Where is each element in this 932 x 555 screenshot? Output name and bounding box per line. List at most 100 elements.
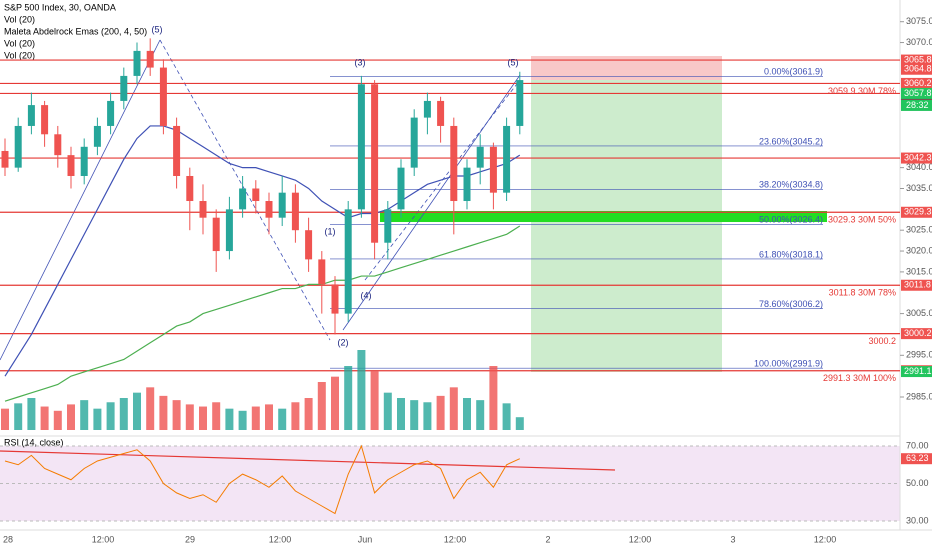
wave-label: (2): [338, 337, 349, 347]
rsi-trendline: [0, 450, 616, 471]
x-tick-label: Jun: [358, 534, 373, 544]
volume-bar: [185, 404, 194, 430]
candle-body: [450, 125, 458, 202]
volume-bar: [370, 371, 379, 430]
candle-body: [265, 201, 273, 218]
price-tag-label: 2991.1: [904, 366, 932, 376]
level-note: 3029.3 30M 50%: [828, 215, 896, 225]
candle-body: [173, 125, 181, 176]
price-tag-label: 3000.2: [904, 328, 932, 338]
price-tag-label: 3042.3: [904, 152, 932, 162]
volume-bar: [80, 400, 89, 430]
volume-bar: [278, 408, 287, 430]
level-note: 2991.3 30M 100%: [823, 373, 896, 383]
y-tick-label: 3035.0: [906, 183, 932, 193]
candle-body: [331, 284, 339, 314]
candle-body: [278, 192, 286, 218]
volume-bar: [27, 398, 36, 430]
fib-label: 100.00%(2991.9): [754, 359, 823, 369]
rsi-tag: [901, 453, 932, 465]
volume-bar: [106, 402, 115, 430]
volume-bar: [357, 350, 366, 430]
y-tick-label: 3040.0: [906, 162, 932, 172]
fib-label: 23.60%(3045.2): [759, 136, 823, 146]
rsi-tick-label: 50.00: [906, 478, 929, 488]
y-tick-label: 3075.0: [906, 16, 932, 26]
rsi-title: RSI (14, close): [4, 437, 64, 447]
price-tag-label: 3060.2: [904, 78, 932, 88]
price-tag: [901, 152, 932, 164]
fib-label: 78.60%(3006.2): [759, 299, 823, 309]
candle-body: [80, 146, 88, 176]
candle-body: [186, 175, 194, 202]
price-tag: [901, 206, 932, 218]
volume-bar: [40, 406, 49, 430]
candle-body: [423, 100, 431, 118]
candle-body: [489, 146, 497, 193]
level-note: 3011.8 30M 78%: [829, 288, 896, 298]
volume-bar: [53, 410, 62, 430]
rsi-tick-label: 30.00: [906, 515, 929, 525]
y-tick-label: 3025.0: [906, 225, 932, 235]
volume-bar: [291, 402, 300, 430]
candle-body: [225, 209, 233, 252]
zone-box: [380, 211, 827, 222]
candle-body: [133, 50, 141, 76]
candle-body: [305, 230, 313, 260]
fib-label: 0.00%(3061.9): [764, 67, 823, 77]
price-tag: [901, 87, 932, 99]
countdown-tag: [901, 99, 932, 111]
volume-bar: [397, 398, 405, 430]
price-tag-label: 3065.8: [904, 54, 932, 64]
volume-bar: [172, 400, 181, 430]
volume-bar: [133, 392, 141, 430]
legend-entry: Vol (20): [4, 50, 35, 60]
legend-entry: Maleta Abdelrock Emas (200, 4, 50): [4, 26, 147, 36]
price-tag-label: 3064.8: [904, 64, 932, 74]
price-tag: [901, 77, 932, 89]
wave-label: (4): [361, 290, 372, 300]
x-tick-label: 12:00: [629, 534, 652, 544]
volume-bar: [476, 400, 485, 430]
y-tick-label: 3020.0: [906, 245, 932, 255]
volume-bar: [463, 398, 471, 430]
volume-bar: [331, 376, 339, 430]
candle-body: [476, 146, 484, 168]
volume-bar: [225, 408, 234, 430]
volume-bar: [199, 406, 207, 430]
price-tag: [901, 328, 932, 340]
candle-body: [371, 84, 379, 243]
wave-label: (3): [355, 57, 366, 67]
y-tick-label: 2985.00: [906, 391, 932, 401]
x-tick-label: 12:00: [444, 534, 467, 544]
candle-body: [14, 125, 22, 168]
y-tick-label: 3015.0: [906, 266, 932, 276]
volume-bar: [304, 398, 313, 430]
fib-label: 38.20%(3034.8): [759, 180, 823, 190]
ema-line: [4, 125, 521, 377]
candle-body: [344, 209, 352, 314]
price-tag: [901, 54, 932, 66]
level-note: 3059.9 30M 78%: [828, 86, 896, 96]
fib-label: 61.80%(3018.1): [759, 249, 823, 259]
ema-line: [4, 225, 521, 402]
candle-body: [67, 155, 75, 176]
chart-title: S&P 500 Index, 30, OANDA: [4, 2, 116, 12]
volume-bar: [119, 398, 128, 430]
rsi-tag-label: 63.23: [906, 453, 929, 463]
candle-body: [503, 125, 511, 193]
candle-body: [252, 188, 260, 202]
candle-body: [357, 84, 365, 210]
candle-body: [199, 201, 207, 218]
y-tick-label: 2995.0: [906, 350, 932, 360]
wave-label: (5): [152, 24, 163, 34]
volume-bar: [159, 395, 168, 430]
target-zone: [531, 80, 722, 372]
x-tick-label: 3: [730, 534, 735, 544]
level-note: 3000.2: [868, 336, 896, 346]
price-tag: [901, 366, 932, 378]
volume-bar: [436, 395, 445, 430]
candle-body: [384, 209, 392, 243]
volume-bar: [502, 403, 511, 430]
volume-bar: [238, 410, 247, 430]
